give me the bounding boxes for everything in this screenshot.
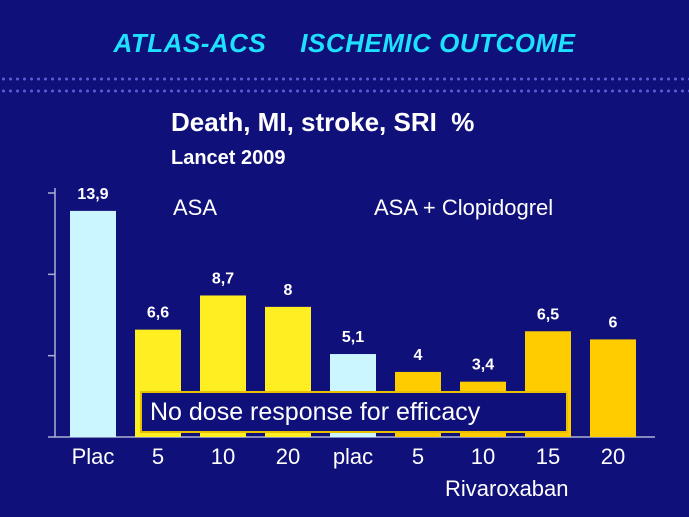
group-label-asa: ASA — [173, 195, 218, 220]
title-right: ISCHEMIC OUTCOME — [300, 28, 576, 58]
x-tick-label-4: plac — [333, 444, 373, 469]
data-label-5: 4 — [414, 347, 423, 364]
dotted-divider-top — [0, 77, 689, 81]
callout-box: No dose response for efficacy — [140, 391, 568, 433]
dotted-divider-bottom — [0, 89, 689, 93]
x-tick-label-3: 20 — [276, 444, 300, 469]
data-label-3: 8 — [284, 282, 293, 299]
data-label-2: 8,7 — [212, 270, 234, 287]
x-group-label-rivaroxaban: Rivaroxaban — [445, 476, 569, 501]
slide-title: ATLAS-ACS ISCHEMIC OUTCOME — [0, 28, 689, 59]
x-tick-label-0: Plac — [72, 444, 115, 469]
data-label-6: 3,4 — [472, 357, 494, 374]
group-label-asa-clopidogrel: ASA + Clopidogrel — [374, 195, 554, 220]
data-label-0: 13,9 — [77, 186, 108, 203]
chart-subtitle: Lancet 2009 — [171, 147, 286, 169]
x-tick-label-8: 20 — [601, 444, 625, 469]
data-label-7: 6,5 — [537, 306, 559, 323]
x-tick-label-2: 10 — [211, 444, 235, 469]
chart-title: Death, MI, stroke, SRI % — [171, 107, 475, 137]
title-left: ATLAS-ACS — [113, 28, 267, 58]
x-tick-label-7: 15 — [536, 444, 560, 469]
x-tick-label-6: 10 — [471, 444, 495, 469]
x-tick-label-1: 5 — [152, 444, 164, 469]
data-label-1: 6,6 — [147, 305, 169, 322]
data-label-4: 5,1 — [342, 329, 364, 346]
bar-8 — [590, 339, 636, 437]
data-label-8: 6 — [609, 314, 618, 331]
x-tick-label-5: 5 — [412, 444, 424, 469]
bar-0 — [70, 210, 116, 437]
